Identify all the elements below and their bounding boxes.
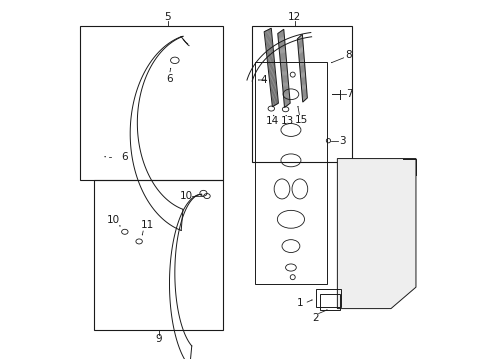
Text: 14: 14: [265, 116, 279, 126]
Text: 2: 2: [312, 312, 319, 323]
Text: 7: 7: [346, 89, 352, 99]
Polygon shape: [337, 158, 415, 309]
Text: 9: 9: [155, 334, 162, 344]
Bar: [94, 180, 223, 330]
Text: 5: 5: [164, 13, 171, 22]
Text: 1: 1: [296, 298, 303, 308]
Text: 6: 6: [166, 74, 172, 84]
Text: 3: 3: [339, 136, 346, 146]
Text: 6: 6: [121, 152, 128, 162]
Text: 10: 10: [106, 215, 120, 225]
Text: 11: 11: [141, 220, 154, 230]
Bar: [251, 26, 351, 162]
Text: 12: 12: [287, 13, 301, 22]
Text: 8: 8: [344, 50, 351, 60]
Bar: [80, 26, 223, 180]
Text: 4: 4: [260, 75, 267, 85]
Bar: [255, 62, 326, 284]
Text: 15: 15: [294, 115, 307, 125]
Text: 10: 10: [180, 191, 193, 201]
Text: 13: 13: [280, 116, 293, 126]
